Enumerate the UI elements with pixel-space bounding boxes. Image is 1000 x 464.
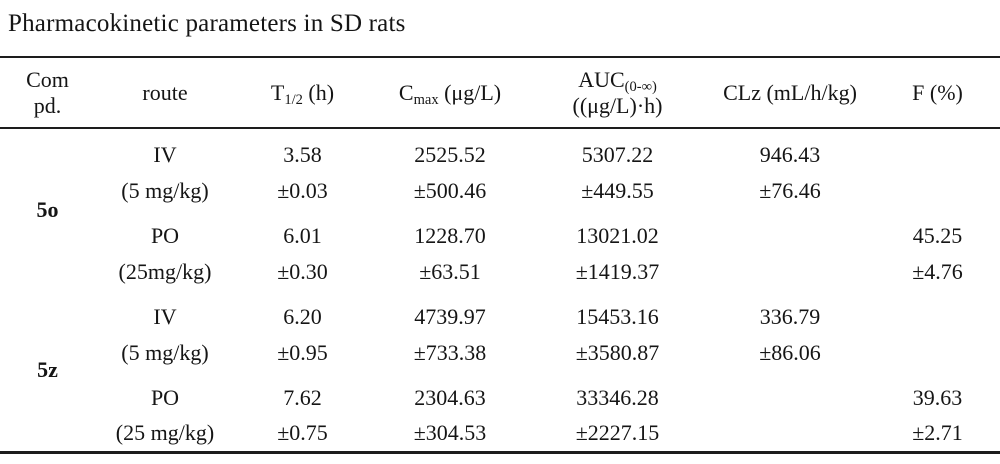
cmax-sd: ±500.46: [413, 178, 487, 203]
table-row: (25 mg/kg) ±0.75 ±304.53 ±2227.15 ±2.71: [0, 416, 1000, 452]
f-value: [875, 290, 1000, 335]
dose-cell: (5 mg/kg): [121, 340, 209, 365]
t-half-value: 7.62: [283, 384, 322, 410]
table-row: 5z IV 6.20 4739.97 15453.16 336.79: [0, 290, 1000, 383]
auc-value: 33346.28: [576, 384, 659, 410]
f-sd: [875, 335, 1000, 371]
header-f: F (%): [875, 57, 1000, 129]
auc-sd: ±3580.87: [575, 340, 660, 365]
f-sd: ±4.76: [912, 259, 963, 284]
auc-subscript: (0-∞): [624, 79, 657, 96]
table-row: PO 7.62 2304.63 33346.28 39.63: [0, 371, 1000, 416]
header-compound-line1: Com: [26, 67, 69, 93]
cmax-value: 2525.52: [414, 142, 486, 167]
t-half-sd: ±0.30: [277, 259, 328, 284]
t-half-unit: (h): [302, 79, 335, 105]
header-route: route: [95, 57, 235, 129]
cmax-symbol: C: [398, 79, 414, 105]
auc-sd: ±449.55: [581, 178, 654, 203]
auc-symbol: AUC: [578, 67, 625, 93]
clz-value: [705, 371, 875, 416]
auc-value: 15453.16: [576, 303, 659, 329]
header-row: Com pd. route T1/2 (h) Cmax (μg/L) AUC(0…: [0, 57, 1000, 129]
dose-cell: (5 mg/kg): [121, 178, 209, 203]
auc-symbol-line: AUC(0-∞): [530, 67, 705, 96]
auc-value: 5307.22: [581, 142, 654, 167]
route-cell: IV: [153, 142, 177, 167]
t-half-subscript: 1/2: [284, 91, 303, 108]
route-cell: PO: [150, 384, 180, 410]
cmax-unit: (μg/L): [438, 79, 502, 105]
auc-sd: ±1419.37: [575, 259, 660, 284]
auc-value: 13021.02: [576, 222, 659, 248]
cmax-value: 2304.63: [414, 384, 486, 410]
clz-sd: ±86.06: [759, 340, 821, 365]
table-row: PO 6.01 1228.70 13021.02 45.25: [0, 209, 1000, 254]
t-half-sd: ±0.75: [277, 420, 328, 446]
auc-sd: ±2227.15: [575, 420, 660, 446]
f-value: 45.25: [912, 222, 963, 248]
compound-label-5z: 5z: [37, 357, 58, 383]
f-sd: [875, 173, 1000, 209]
table-title: Pharmacokinetic parameters in SD rats: [8, 10, 406, 37]
header-t-half: T1/2 (h): [235, 57, 370, 129]
table-row: (25mg/kg) ±0.30 ±63.51 ±1419.37 ±4.76: [0, 254, 1000, 290]
cmax-sd: ±63.51: [419, 259, 481, 284]
t-half-value: 3.58: [283, 142, 322, 167]
clz-value: [705, 209, 875, 254]
cmax-sd: ±304.53: [413, 420, 487, 446]
cmax-sd: ±733.38: [413, 340, 487, 365]
f-sd: ±2.71: [912, 420, 963, 446]
route-cell: PO: [150, 222, 180, 248]
table-body: 5o IV 3.58 2525.52 5307.22 946.43 (5 mg/…: [0, 128, 1000, 452]
t-half-value: 6.20: [283, 303, 322, 329]
t-half-symbol: T: [270, 79, 285, 105]
f-value: [875, 128, 1000, 173]
auc-unit-line: ((μg/L)·h): [572, 92, 663, 118]
clz-value: 336.79: [759, 303, 821, 329]
dose-cell: (25 mg/kg): [115, 420, 215, 446]
header-compound: Com pd.: [0, 57, 95, 129]
clz-sd: [705, 416, 875, 452]
table-row: 5o IV 3.58 2525.52 5307.22 946.43: [0, 128, 1000, 222]
compound-label-5o: 5o: [36, 196, 59, 222]
header-clz: CLz (mL/h/kg): [705, 57, 875, 129]
f-value: 39.63: [912, 384, 963, 410]
table-row: (5 mg/kg) ±0.03 ±500.46 ±449.55 ±76.46: [0, 173, 1000, 209]
clz-value: 946.43: [759, 142, 821, 167]
cmax-value: 4739.97: [414, 303, 486, 329]
t-half-value: 6.01: [283, 222, 322, 248]
cmax-subscript: max: [413, 91, 439, 108]
route-cell: IV: [153, 303, 177, 329]
clz-sd: [705, 254, 875, 290]
header-compound-line2: pd.: [33, 92, 62, 118]
t-half-sd: ±0.95: [277, 340, 328, 365]
header-cmax: Cmax (μg/L): [370, 57, 530, 129]
clz-sd: ±76.46: [759, 178, 821, 203]
cmax-value: 1228.70: [414, 222, 486, 248]
pharmacokinetic-table: Com pd. route T1/2 (h) Cmax (μg/L) AUC(0…: [0, 56, 1000, 454]
table-header: Com pd. route T1/2 (h) Cmax (μg/L) AUC(0…: [0, 57, 1000, 129]
table-row: (5 mg/kg) ±0.95 ±733.38 ±3580.87 ±86.06: [0, 335, 1000, 371]
dose-cell: (25mg/kg): [118, 259, 212, 284]
t-half-sd: ±0.03: [277, 178, 328, 203]
header-auc: AUC(0-∞) ((μg/L)·h): [530, 57, 705, 129]
